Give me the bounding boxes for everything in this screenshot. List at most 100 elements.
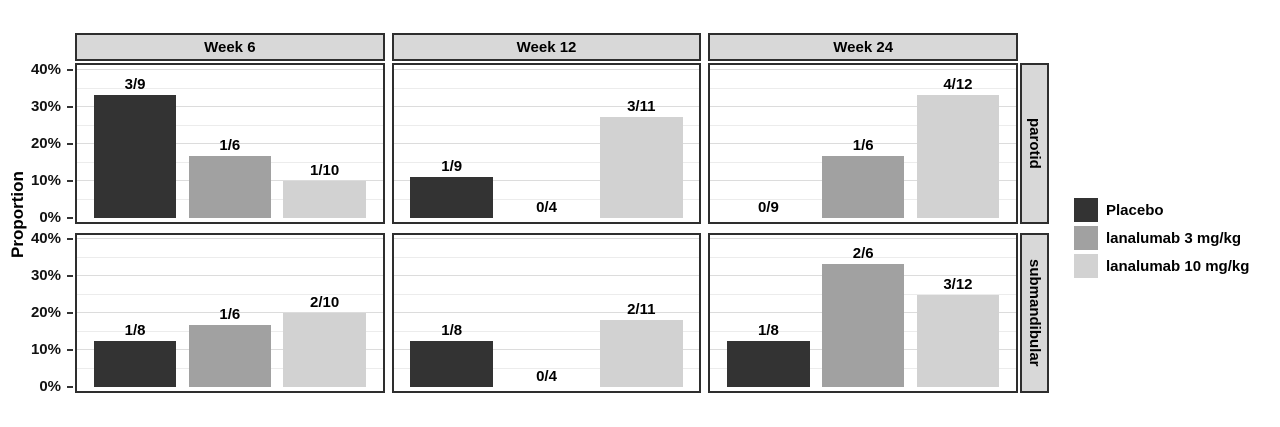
bar-value-label: 0/9 bbox=[757, 199, 779, 216]
bar-lanalumab-10-mg-kg bbox=[600, 319, 683, 387]
y-tick-label: 10% bbox=[30, 341, 61, 358]
panel-week-24-parotid: 0/9 1/6 4/12 bbox=[708, 63, 1019, 224]
gridline bbox=[393, 143, 700, 144]
y-tick-mark bbox=[67, 386, 73, 388]
gridline bbox=[77, 312, 383, 313]
panels-submandibular: 1/8 1/6 2/10 1/8 0/4 2/11 1/8 2/6 3/12 bbox=[75, 233, 1019, 393]
panel-week-6-submandibular: 1/8 1/6 2/10 bbox=[75, 233, 385, 393]
bar-value-label: 1/8 bbox=[124, 321, 146, 339]
y-tick-mark bbox=[67, 143, 73, 145]
gridline bbox=[393, 161, 700, 163]
bar-value-label: 2/6 bbox=[852, 244, 874, 262]
bar-value-label: 2/10 bbox=[309, 294, 340, 311]
y-tick-label: 0% bbox=[39, 378, 61, 395]
legend-swatch bbox=[1074, 254, 1098, 278]
gridline bbox=[710, 124, 1017, 126]
gridline bbox=[77, 238, 383, 239]
panel-week-24-submandibular: 1/8 2/6 3/12 bbox=[708, 233, 1019, 393]
bar-lanalumab-3-mg-kg bbox=[188, 156, 272, 218]
y-tick-label: 0% bbox=[39, 209, 61, 226]
facet-strip-week-12: Week 12 bbox=[391, 33, 702, 61]
y-tick-mark bbox=[67, 312, 73, 314]
gridline bbox=[393, 106, 700, 107]
gridline bbox=[77, 293, 383, 295]
y-tick-label: 20% bbox=[30, 135, 61, 152]
bar-lanalumab-10-mg-kg bbox=[916, 294, 1000, 387]
bar-value-label: 1/6 bbox=[219, 306, 241, 324]
gridline bbox=[393, 330, 700, 332]
column-facet-strips: Week 6 Week 12 Week 24 bbox=[75, 33, 1019, 61]
bar-placebo bbox=[727, 340, 810, 387]
bar-value-label: 1/6 bbox=[219, 137, 241, 155]
bar-lanalumab-3-mg-kg bbox=[821, 263, 905, 387]
legend: Placebo lanalumab 3 mg/kg lanalumab 10 mg/… bbox=[1074, 198, 1249, 282]
gridline bbox=[393, 124, 700, 126]
gridline bbox=[710, 87, 1017, 89]
bar-value-label: 4/12 bbox=[943, 75, 973, 93]
y-tick-mark bbox=[67, 238, 73, 240]
gridline bbox=[710, 256, 1017, 258]
bar-placebo bbox=[410, 176, 493, 218]
y-tick-mark bbox=[67, 275, 73, 277]
gridline bbox=[393, 87, 700, 89]
gridline bbox=[77, 69, 383, 70]
gridline bbox=[393, 256, 700, 258]
bar-value-label: 1/10 bbox=[309, 162, 340, 179]
bar-value-label: 3/9 bbox=[124, 75, 146, 93]
bar-lanalumab-3-mg-kg bbox=[821, 156, 905, 218]
bar-value-label: 1/8 bbox=[441, 321, 463, 339]
legend-label: Placebo bbox=[1106, 201, 1164, 219]
gridline bbox=[710, 143, 1017, 144]
gridline bbox=[77, 106, 383, 107]
panel-week-6-parotid: 3/9 1/6 1/10 bbox=[75, 63, 385, 224]
bar-value-label: 1/6 bbox=[852, 137, 874, 155]
gridline bbox=[393, 275, 700, 276]
gridline bbox=[393, 238, 700, 239]
y-tick-label: 10% bbox=[30, 172, 61, 189]
bar-placebo bbox=[410, 340, 493, 387]
bar-value-label: 2/11 bbox=[627, 300, 656, 318]
bar-value-label: 0/4 bbox=[536, 199, 557, 216]
y-tick-mark bbox=[67, 106, 73, 108]
gridline bbox=[393, 293, 700, 295]
gridline bbox=[393, 349, 700, 350]
y-tick-mark bbox=[67, 69, 73, 71]
y-tick-label: 40% bbox=[30, 61, 61, 78]
y-tick-label: 30% bbox=[30, 267, 61, 284]
panel-week-12-parotid: 1/9 0/4 3/11 bbox=[391, 63, 702, 224]
y-tick-mark bbox=[67, 349, 73, 351]
gridline bbox=[77, 87, 383, 89]
legend-item-lanalumab-3-mg-kg: lanalumab 3 mg/kg bbox=[1074, 226, 1249, 250]
row-strip-label: parotid bbox=[1026, 118, 1043, 169]
panel-week-12-submandibular: 1/8 0/4 2/11 bbox=[391, 233, 702, 393]
gridline bbox=[393, 198, 700, 200]
y-tick-label: 30% bbox=[30, 98, 61, 115]
bar-placebo bbox=[93, 94, 177, 218]
bar-lanalumab-10-mg-kg bbox=[283, 181, 366, 218]
gridline bbox=[710, 238, 1017, 239]
facet-strip-week-24: Week 24 bbox=[708, 33, 1019, 61]
bar-lanalumab-10-mg-kg bbox=[283, 313, 366, 387]
legend-item-lanalumab-10-mg-kg: lanalumab 10 mg/kg bbox=[1074, 254, 1249, 278]
bar-value-label: 0/4 bbox=[536, 368, 557, 385]
panels-parotid: 3/9 1/6 1/10 1/9 0/4 3/11 0/9 1/6 4/12 bbox=[75, 63, 1019, 224]
legend-swatch bbox=[1074, 198, 1098, 222]
y-tick-mark bbox=[67, 180, 73, 182]
gridline bbox=[393, 312, 700, 313]
bar-value-label: 1/9 bbox=[441, 157, 463, 175]
facet-row-parotid: 0% 10% 20% 30% 40% 3/9 1/6 1/10 1/9 0/4 3/11 0/9 1/6… bbox=[0, 61, 1055, 226]
y-tick-label: 20% bbox=[30, 304, 61, 321]
legend-label: lanalumab 3 mg/kg bbox=[1106, 229, 1242, 247]
gridline bbox=[393, 367, 700, 369]
bar-lanalumab-10-mg-kg bbox=[600, 117, 683, 218]
gridline bbox=[77, 124, 383, 126]
y-tick-mark bbox=[67, 217, 73, 219]
facet-strip-week-6: Week 6 bbox=[75, 33, 385, 61]
gridline bbox=[393, 180, 700, 181]
legend-label: lanalumab 10 mg/kg bbox=[1106, 257, 1250, 275]
legend-swatch bbox=[1074, 226, 1098, 250]
bar-placebo bbox=[93, 340, 177, 387]
gridline bbox=[77, 256, 383, 258]
gridline bbox=[710, 69, 1017, 70]
